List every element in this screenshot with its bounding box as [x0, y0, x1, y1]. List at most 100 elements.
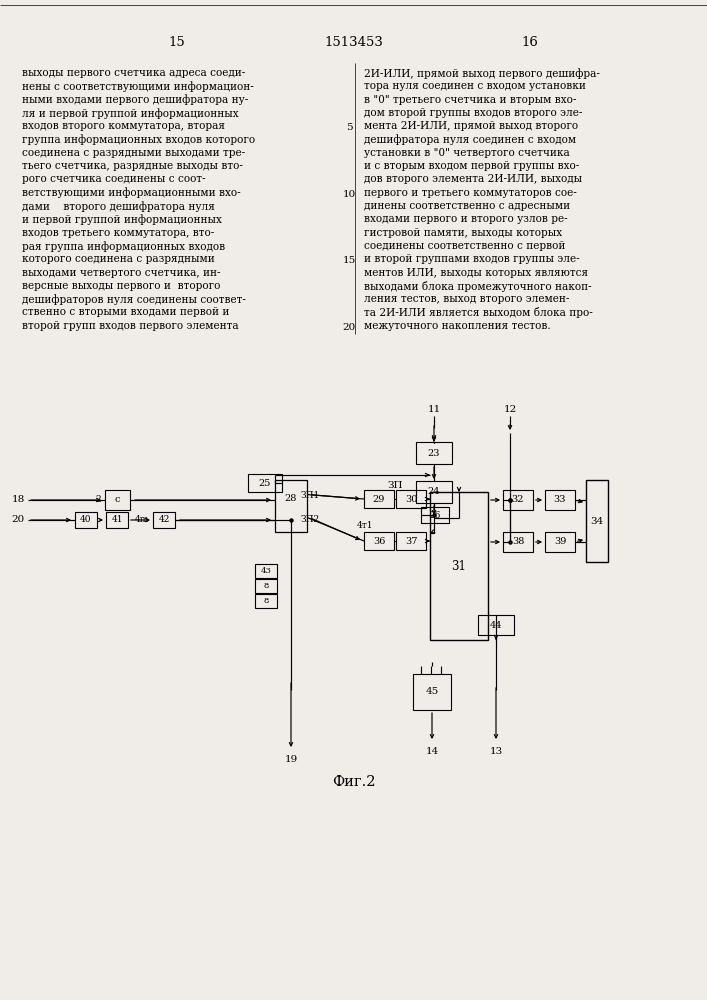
Text: 2: 2 — [95, 495, 101, 504]
Text: 23: 23 — [428, 448, 440, 458]
Bar — [106, 512, 128, 528]
Text: мента 2И-ИЛИ, прямой выход второго: мента 2И-ИЛИ, прямой выход второго — [364, 121, 578, 131]
Text: соединена с разрядными выходами тре-: соединена с разрядными выходами тре- — [22, 148, 245, 158]
Text: 31: 31 — [452, 560, 467, 572]
Text: и с вторым входом первой группы вхо-: и с вторым входом первой группы вхо- — [364, 161, 579, 171]
Text: тора нуля соединен с входом установки: тора нуля соединен с входом установки — [364, 81, 586, 91]
Bar — [248, 474, 282, 492]
Bar — [586, 480, 608, 562]
Bar — [255, 579, 277, 593]
Bar — [396, 490, 426, 508]
Bar — [430, 492, 488, 640]
Text: 45: 45 — [426, 688, 438, 696]
Text: 29: 29 — [373, 494, 385, 504]
Text: ЗП1: ЗП1 — [300, 490, 320, 499]
Text: 40: 40 — [81, 516, 92, 524]
Text: в "0" третьего счетчика и вторым вхо-: в "0" третьего счетчика и вторым вхо- — [364, 95, 576, 105]
Text: 28: 28 — [285, 494, 297, 503]
Text: 15: 15 — [342, 256, 356, 265]
Text: 32: 32 — [512, 495, 525, 504]
Text: 42: 42 — [158, 516, 170, 524]
Text: ветствующими информационными вхо-: ветствующими информационными вхо- — [22, 188, 240, 198]
Text: выходы первого счетчика адреса соеди-: выходы первого счетчика адреса соеди- — [22, 68, 245, 78]
Text: входов второго коммутатора, вторая: входов второго коммутатора, вторая — [22, 121, 225, 131]
Bar — [413, 674, 451, 710]
Text: Фиг.2: Фиг.2 — [332, 775, 375, 789]
Text: ления тестов, выход второго элемен-: ления тестов, выход второго элемен- — [364, 294, 569, 304]
Text: которого соединена с разрядными: которого соединена с разрядными — [22, 254, 215, 264]
Bar — [503, 532, 533, 552]
Text: дом второй группы входов второго эле-: дом второй группы входов второго эле- — [364, 108, 583, 118]
Text: 43: 43 — [261, 567, 271, 575]
Bar — [364, 532, 394, 550]
Bar — [416, 481, 452, 503]
Text: дешифраторов нуля соединены соответ-: дешифраторов нуля соединены соответ- — [22, 294, 246, 305]
Text: 37: 37 — [404, 536, 417, 546]
Bar — [364, 490, 394, 508]
Text: выходами четвертого счетчика, ин-: выходами четвертого счетчика, ин- — [22, 267, 221, 277]
Text: 24: 24 — [428, 488, 440, 496]
Text: 20: 20 — [342, 323, 356, 332]
Bar — [275, 480, 307, 532]
Text: 30: 30 — [405, 494, 417, 504]
Text: группа информационных входов которого: группа информационных входов которого — [22, 134, 255, 145]
Text: 33: 33 — [554, 495, 566, 504]
Text: рого счетчика соединены с соот-: рого счетчика соединены с соот- — [22, 174, 206, 184]
Text: установки в "0" четвертого счетчика: установки в "0" четвертого счетчика — [364, 148, 570, 158]
Text: 1513453: 1513453 — [325, 35, 383, 48]
Text: 19: 19 — [284, 756, 298, 764]
Bar — [545, 532, 575, 552]
Bar — [421, 507, 449, 523]
Bar — [503, 490, 533, 510]
Text: ЗП2: ЗП2 — [300, 516, 320, 524]
Text: ментов ИЛИ, выходы которых являются: ментов ИЛИ, выходы которых являются — [364, 267, 588, 277]
Text: дами    второго дешифратора нуля: дами второго дешифратора нуля — [22, 201, 215, 212]
Text: 11: 11 — [427, 406, 440, 414]
Text: 41: 41 — [111, 516, 123, 524]
Text: 16: 16 — [522, 35, 539, 48]
Text: ными входами первого дешифратора ну-: ными входами первого дешифратора ну- — [22, 95, 248, 105]
Text: тьего счетчика, разрядные выходы вто-: тьего счетчика, разрядные выходы вто- — [22, 161, 243, 171]
Text: второй групп входов первого элемента: второй групп входов первого элемента — [22, 321, 239, 331]
Text: 13: 13 — [489, 748, 503, 756]
Text: межуточного накопления тестов.: межуточного накопления тестов. — [364, 321, 551, 331]
Bar — [105, 490, 130, 510]
Text: 39: 39 — [554, 538, 566, 546]
Text: 34: 34 — [590, 516, 604, 526]
Text: 5: 5 — [346, 123, 352, 132]
Text: 2И-ИЛИ, прямой выход первого дешифра-: 2И-ИЛИ, прямой выход первого дешифра- — [364, 68, 600, 79]
Text: нены с соответствующими информацион-: нены с соответствующими информацион- — [22, 81, 254, 92]
Bar — [153, 512, 175, 528]
Bar — [75, 512, 97, 528]
Bar — [545, 490, 575, 510]
Text: выходами блока промежуточного накоп-: выходами блока промежуточного накоп- — [364, 281, 592, 292]
Text: ля и первой группой информационных: ля и первой группой информационных — [22, 108, 239, 119]
Text: гистровой памяти, выходы которых: гистровой памяти, выходы которых — [364, 228, 562, 238]
Bar — [478, 615, 514, 635]
Text: 10: 10 — [342, 190, 356, 199]
Text: с: с — [115, 495, 120, 504]
Text: соединены соответственно с первой: соединены соответственно с первой — [364, 241, 566, 251]
Text: 4т1: 4т1 — [357, 520, 373, 530]
Text: входами первого и второго узлов ре-: входами первого и второго узлов ре- — [364, 214, 568, 224]
Bar — [396, 532, 426, 550]
Text: дешифратора нуля соединен с входом: дешифратора нуля соединен с входом — [364, 134, 576, 145]
Text: та 2И-ИЛИ является выходом блока про-: та 2И-ИЛИ является выходом блока про- — [364, 307, 592, 318]
Text: динены соответственно с адресными: динены соответственно с адресными — [364, 201, 570, 211]
Text: 18: 18 — [11, 495, 25, 504]
Text: 44: 44 — [490, 620, 502, 630]
Bar — [255, 594, 277, 608]
Text: и первой группой информационных: и первой группой информационных — [22, 214, 222, 225]
Text: входов третьего коммутатора, вто-: входов третьего коммутатора, вто- — [22, 228, 214, 238]
Text: первого и третьего коммутаторов сое-: первого и третьего коммутаторов сое- — [364, 188, 577, 198]
Text: ственно с вторыми входами первой и: ственно с вторыми входами первой и — [22, 307, 229, 317]
Bar — [255, 564, 277, 578]
Text: 25: 25 — [259, 479, 271, 488]
Text: и второй группами входов группы эле-: и второй группами входов группы эле- — [364, 254, 580, 264]
Text: рая группа информационных входов: рая группа информационных входов — [22, 241, 225, 252]
Text: 12: 12 — [503, 406, 517, 414]
Text: 20: 20 — [11, 516, 25, 524]
Text: 26: 26 — [429, 510, 440, 520]
Text: версные выходы первого и  второго: версные выходы первого и второго — [22, 281, 221, 291]
Text: ЗП: ЗП — [387, 481, 403, 489]
